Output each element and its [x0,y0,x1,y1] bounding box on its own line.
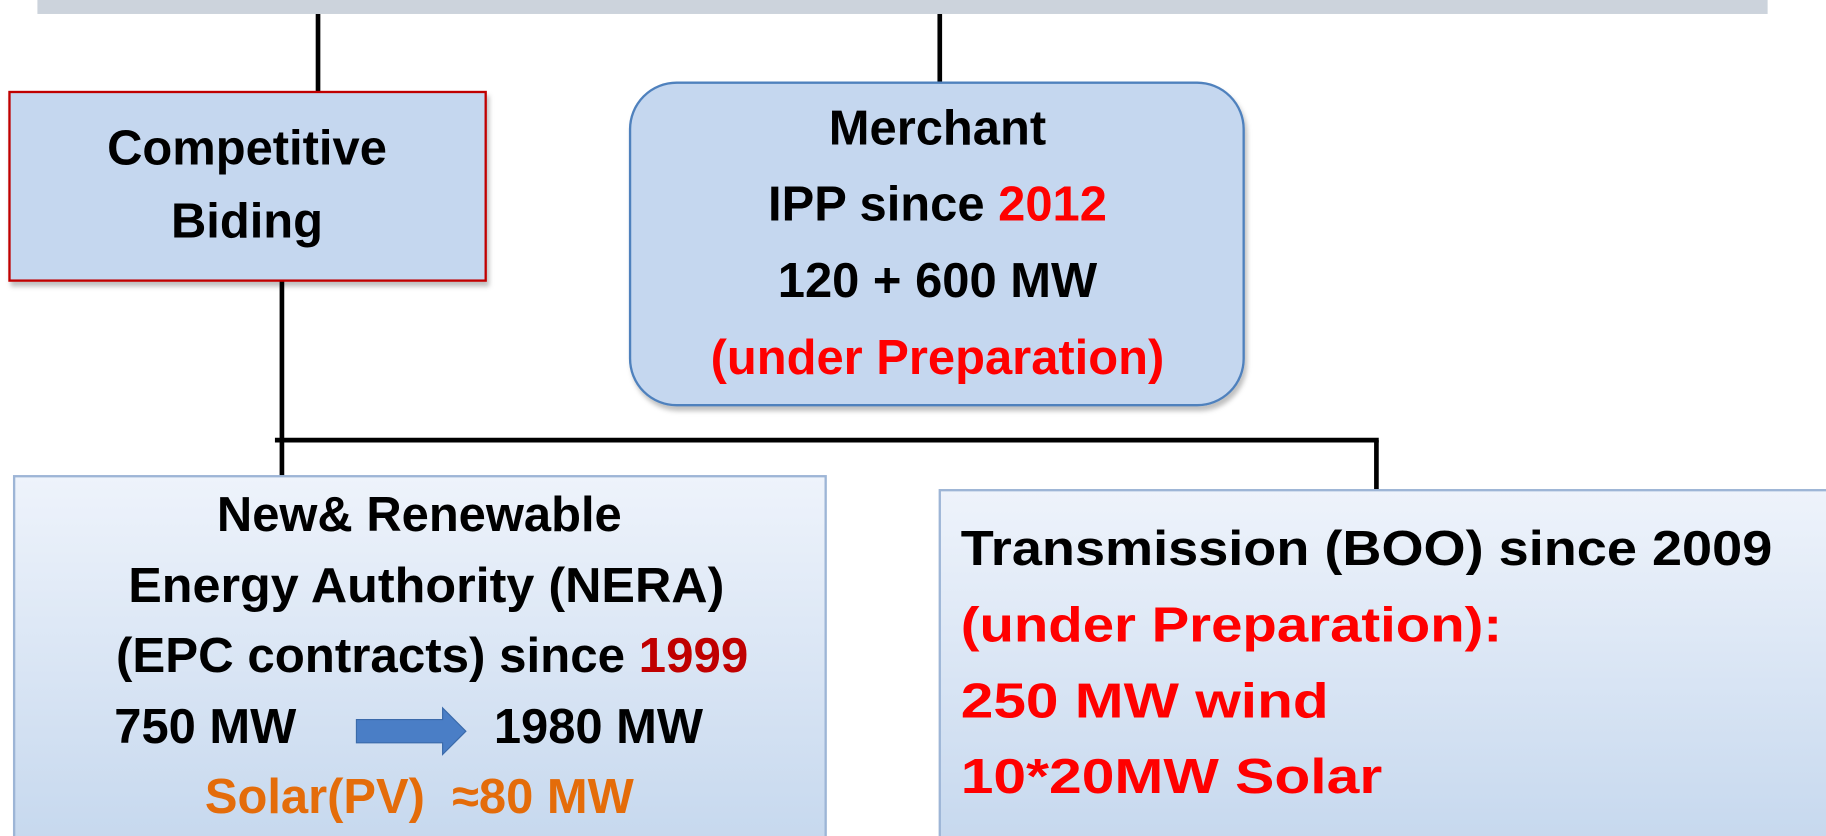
box-text: (EPC contracts) since 1999 [116,629,748,683]
box-text: 250 MW wind [961,674,1329,728]
box-text: (under Preparation) [711,331,1165,385]
box-text: 750 MW [114,700,297,754]
box-text: Biding [171,195,323,249]
transmission-box [938,489,1826,836]
competitive-box [8,90,487,282]
box-text: (under Preparation): [961,599,1502,653]
box-text: 10*20MW Solar [961,750,1382,804]
year: 2012 [998,177,1107,231]
box-text: Competitive [107,121,387,175]
nera-box [12,475,827,836]
year: 1999 [639,629,749,683]
box-text: IPP since 2012 [768,177,1107,231]
box-text: New& Renewable [217,488,622,542]
box-text: 120 + 600 MW [778,254,1098,308]
merchant-box [628,81,1245,407]
text-part: (EPC contracts) since [116,629,639,683]
box-text: Solar(PV) ≈80 MW [205,770,635,824]
arrow [355,706,467,756]
box-text: Transmission (BOO) since 2009 [961,522,1773,576]
text-part: IPP since [768,177,998,231]
top-bar [37,0,1768,14]
box-text: Energy Authority (NERA) [128,559,724,613]
connectors [274,13,1379,491]
box-text: 1980 MW [494,700,704,754]
box-text: Merchant [829,101,1046,155]
